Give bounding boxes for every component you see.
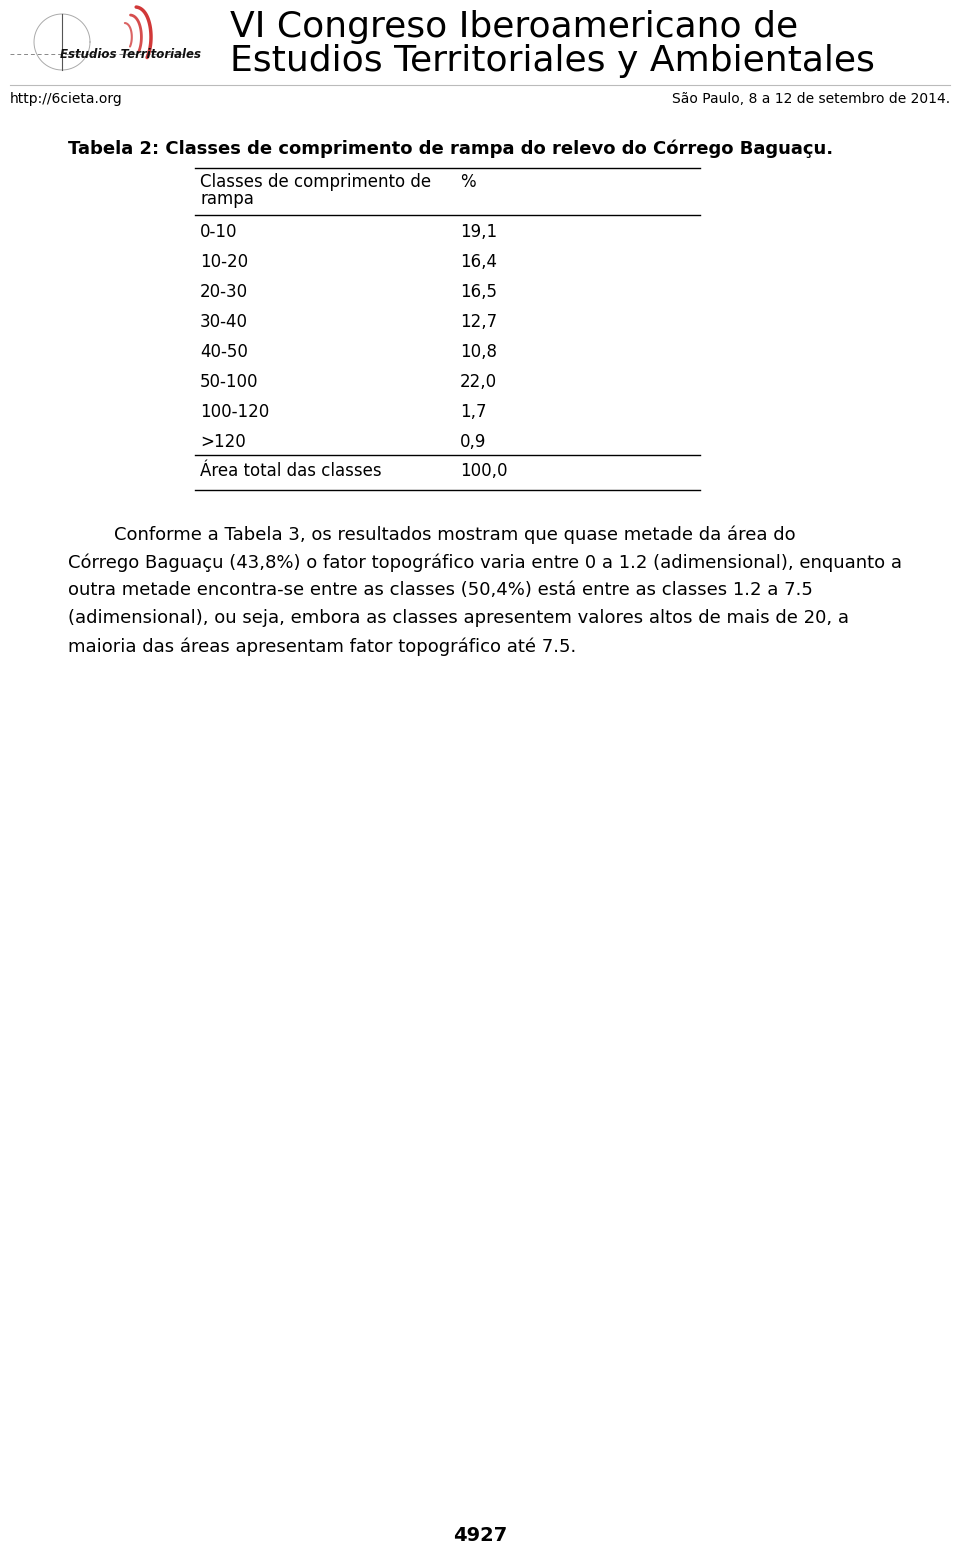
Text: 0-10: 0-10 xyxy=(200,224,237,241)
Text: São Paulo, 8 a 12 de setembro de 2014.: São Paulo, 8 a 12 de setembro de 2014. xyxy=(672,92,950,106)
Text: VI Congreso Iberoamericano de: VI Congreso Iberoamericano de xyxy=(230,9,798,44)
Text: 40-50: 40-50 xyxy=(200,342,248,361)
Text: 30-40: 30-40 xyxy=(200,313,248,331)
Text: outra metade encontra-se entre as classes (50,4%) está entre as classes 1.2 a 7.: outra metade encontra-se entre as classe… xyxy=(68,581,813,599)
Text: Córrego Baguaçu (43,8%) o fator topográfico varia entre 0 a 1.2 (adimensional), : Córrego Baguaçu (43,8%) o fator topográf… xyxy=(68,553,902,572)
Text: 16,4: 16,4 xyxy=(460,253,497,270)
Text: >120: >120 xyxy=(200,433,246,452)
Text: 16,5: 16,5 xyxy=(460,283,497,302)
Text: Estudios Territoriales: Estudios Territoriales xyxy=(60,48,202,61)
Text: %: % xyxy=(460,173,475,191)
Text: 10-20: 10-20 xyxy=(200,253,248,270)
Text: 100-120: 100-120 xyxy=(200,403,269,420)
Text: rampa: rampa xyxy=(200,191,253,208)
Text: Tabela 2: Classes de comprimento de rampa do relevo do Córrego Baguaçu.: Tabela 2: Classes de comprimento de ramp… xyxy=(68,141,833,158)
Text: (adimensional), ou seja, embora as classes apresentem valores altos de mais de 2: (adimensional), ou seja, embora as class… xyxy=(68,610,849,627)
Text: Área total das classes: Área total das classes xyxy=(200,463,382,480)
Bar xyxy=(10,8,205,77)
Text: 4927: 4927 xyxy=(453,1525,507,1544)
Text: 1,7: 1,7 xyxy=(460,403,487,420)
Text: http://6cieta.org: http://6cieta.org xyxy=(10,92,123,106)
Text: Conforme a Tabela 3, os resultados mostram que quase metade da área do: Conforme a Tabela 3, os resultados mostr… xyxy=(68,525,796,544)
Text: 19,1: 19,1 xyxy=(460,224,497,241)
Text: maioria das áreas apresentam fator topográfico até 7.5.: maioria das áreas apresentam fator topog… xyxy=(68,638,576,655)
Text: 12,7: 12,7 xyxy=(460,313,497,331)
Text: 100,0: 100,0 xyxy=(460,463,508,480)
Text: 50-100: 50-100 xyxy=(200,374,258,391)
Text: 22,0: 22,0 xyxy=(460,374,497,391)
Text: Estudios Territoriales y Ambientales: Estudios Territoriales y Ambientales xyxy=(230,44,875,78)
Text: 20-30: 20-30 xyxy=(200,283,248,302)
Text: 0,9: 0,9 xyxy=(460,433,487,452)
Text: 10,8: 10,8 xyxy=(460,342,497,361)
Text: Classes de comprimento de: Classes de comprimento de xyxy=(200,173,431,191)
